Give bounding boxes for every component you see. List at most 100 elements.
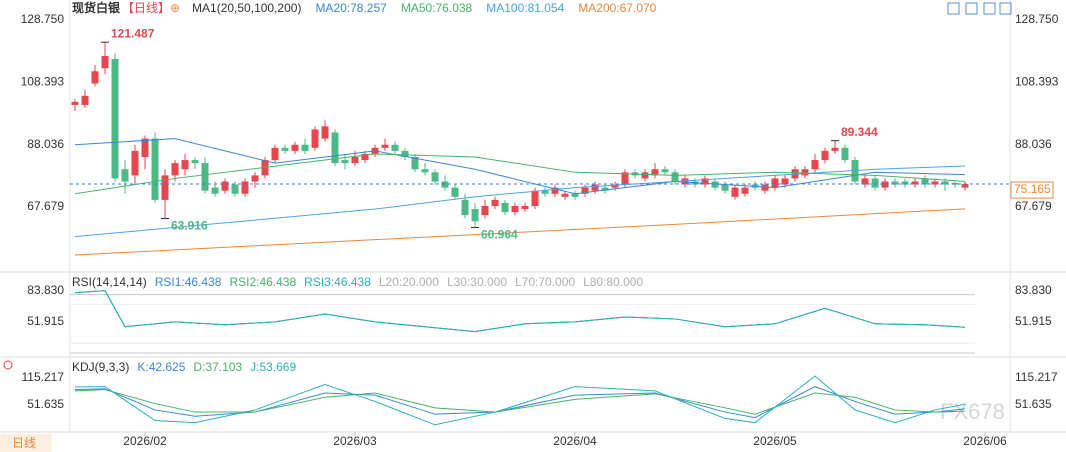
- candle-body: [391, 144, 399, 151]
- settings-icon[interactable]: [3, 360, 13, 370]
- candle-body: [651, 169, 659, 176]
- indicator-line: [74, 138, 966, 195]
- candle-body: [341, 160, 349, 164]
- header-item: MA20:78.257: [315, 1, 387, 15]
- candle-body: [101, 55, 109, 69]
- annotation-label: 60.964: [481, 228, 518, 242]
- indicator-line: [74, 290, 966, 333]
- header-item: RSI3:46.438: [304, 275, 371, 289]
- candle-body: [911, 181, 919, 185]
- y-tick-label: 88.036: [27, 137, 64, 151]
- header-item: K:42.625: [137, 360, 185, 374]
- candle-body: [171, 163, 179, 176]
- candle-body: [511, 205, 519, 213]
- candle-body: [701, 178, 709, 185]
- candle-body: [401, 150, 409, 157]
- candle-body: [531, 190, 539, 206]
- header-item: MA200:67.070: [578, 1, 656, 15]
- candle-body: [71, 101, 79, 105]
- candle-body: [821, 150, 829, 161]
- tool-icon[interactable]: [947, 2, 960, 15]
- candle-body: [201, 163, 209, 191]
- candle-body: [311, 129, 319, 148]
- candle-body: [191, 160, 199, 164]
- candle-body: [111, 58, 119, 179]
- candle-body: [521, 205, 529, 210]
- indicator-line: [74, 208, 966, 256]
- candle-body: [251, 175, 259, 182]
- candle-body: [181, 160, 189, 170]
- tab-label[interactable]: 日线: [12, 436, 36, 450]
- candle-body: [761, 184, 769, 191]
- candle-body: [881, 181, 889, 188]
- tool-icon[interactable]: [999, 2, 1012, 15]
- x-tick-label: 2026/04: [553, 434, 597, 448]
- candle-body: [161, 175, 169, 200]
- candle-body: [491, 199, 499, 206]
- candle-body: [501, 202, 509, 213]
- header-item: MA1(20,50,100,200): [192, 1, 301, 15]
- header-item: D:37.103: [193, 360, 242, 374]
- y-tick-label: 51.635: [27, 397, 64, 411]
- candle-body: [671, 172, 679, 182]
- candle-body: [211, 187, 219, 194]
- candle-body: [291, 144, 299, 151]
- candle-body: [581, 187, 589, 194]
- y-tick-label: 83.830: [27, 283, 64, 297]
- x-tick-label: 2026/02: [123, 434, 167, 448]
- indicator-line: [74, 389, 966, 415]
- toolbar: [947, 2, 1012, 15]
- y-tick-label: 128.750: [21, 12, 65, 26]
- candle-body: [921, 178, 929, 185]
- y-tick-label-right: 51.635: [1015, 397, 1052, 411]
- header-item: L70:70.000: [515, 275, 575, 289]
- panel-header: KDJ(9,3,3) K:42.625 D:37.103 J:53.669: [72, 360, 296, 374]
- candle-body: [461, 199, 469, 216]
- candle-body: [721, 184, 729, 191]
- x-tick-label: 2026/03: [333, 434, 377, 448]
- candle-body: [481, 205, 489, 216]
- y-tick-label-right: 115.217: [1015, 370, 1058, 384]
- y-tick-label-right: 83.830: [1015, 283, 1052, 297]
- y-tick-label: 108.393: [21, 74, 65, 88]
- candle-body: [441, 181, 449, 188]
- y-tick-label-right: 108.393: [1015, 74, 1059, 88]
- candle-body: [351, 156, 359, 164]
- candle-body: [331, 132, 339, 164]
- candle-body: [641, 172, 649, 179]
- header-item: RSI2:46.438: [229, 275, 296, 289]
- tab[interactable]: [0, 434, 52, 452]
- candle-body: [231, 184, 239, 194]
- y-tick-label: 51.915: [27, 314, 64, 328]
- annotation-label: 89.344: [841, 125, 878, 139]
- y-tick-label: 115.217: [22, 370, 65, 384]
- tool-icon[interactable]: [965, 2, 978, 15]
- candle-body: [91, 71, 99, 84]
- candle-body: [871, 178, 879, 188]
- panel-header: 现货白银 【日线】 MA1(20,50,100,200) MA20:78.257 MA5…: [72, 0, 657, 15]
- indicator-line: [74, 386, 966, 419]
- annotation-label: 63.916: [171, 219, 208, 233]
- header-item: RSI(14,14,14): [72, 275, 147, 289]
- candle-body: [81, 95, 89, 105]
- candle-body: [901, 181, 909, 185]
- tool-icon[interactable]: [983, 2, 996, 15]
- candle-body: [611, 184, 619, 188]
- candle-body: [811, 160, 819, 170]
- candle-body: [591, 184, 599, 191]
- candle-body: [241, 181, 249, 194]
- candle-body: [741, 187, 749, 194]
- candle-body: [141, 138, 149, 157]
- candle-body: [731, 187, 739, 197]
- candle-body: [931, 181, 939, 185]
- candle-body: [681, 178, 689, 185]
- header-item: L30:30.000: [447, 275, 507, 289]
- candle-body: [771, 178, 779, 188]
- candle-body: [281, 147, 289, 151]
- candle-body: [541, 190, 549, 194]
- candle-body: [601, 187, 609, 191]
- last-price-label: 75.165: [1014, 182, 1051, 196]
- candle-body: [951, 183, 959, 185]
- candle-body: [661, 169, 669, 173]
